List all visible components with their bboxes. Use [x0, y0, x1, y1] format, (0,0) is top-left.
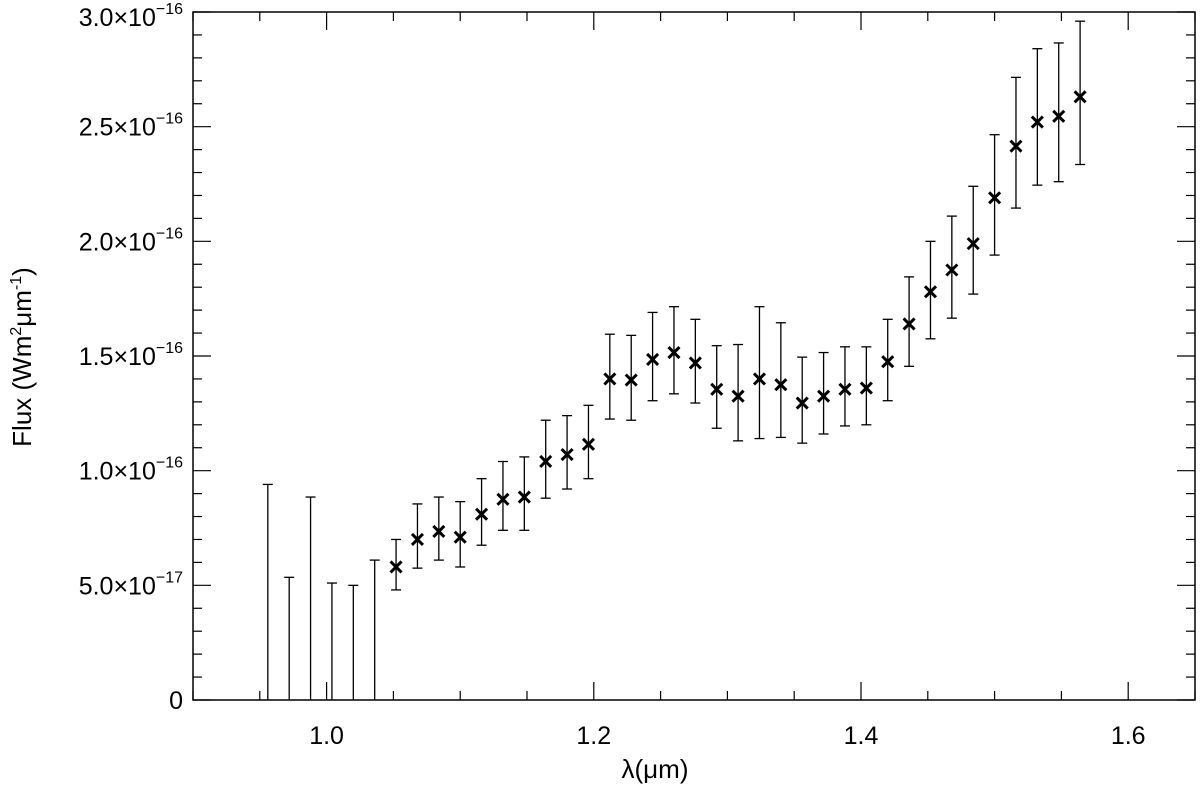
- x-marker-stroke-b: [603, 372, 617, 386]
- x-marker-stroke-b: [539, 454, 553, 469]
- x-marker: [923, 285, 938, 299]
- x-marker: [817, 389, 831, 403]
- x-marker-stroke-b: [752, 372, 767, 386]
- x-marker-stroke-b: [923, 285, 938, 299]
- y-tick-label: 2.5×10−16: [79, 111, 183, 142]
- x-marker: [774, 378, 788, 392]
- x-marker: [1073, 90, 1087, 104]
- x-marker-stroke-b: [432, 524, 446, 539]
- x-marker-stroke-b: [838, 382, 852, 396]
- x-marker: [667, 345, 681, 360]
- x-marker: [646, 352, 660, 367]
- x-axis-label: λ(μm): [622, 754, 689, 784]
- x-marker-stroke-b: [795, 396, 809, 410]
- x-marker-stroke-b: [646, 352, 660, 367]
- x-marker-stroke-b: [517, 490, 531, 504]
- x-tick-label: 1.0: [309, 722, 344, 750]
- y-tick-label: 1.5×10−16: [79, 340, 183, 371]
- x-marker-stroke-b: [731, 389, 745, 403]
- x-marker-stroke-b: [859, 381, 873, 395]
- x-marker: [859, 381, 873, 395]
- x-marker-stroke-b: [475, 507, 489, 521]
- x-axis-tick-labels: 1.0 1.2 1.4 1.6: [309, 722, 1145, 750]
- x-marker: [432, 524, 446, 539]
- x-marker: [1009, 139, 1023, 153]
- x-marker: [581, 437, 596, 451]
- x-marker: [838, 382, 852, 396]
- x-marker: [988, 191, 1002, 205]
- x-marker-stroke-b: [774, 378, 788, 392]
- y-axis-label-exp1: 2: [8, 327, 25, 336]
- x-marker-stroke-b: [1030, 115, 1044, 129]
- y-tick-label: 2.0×10−16: [79, 225, 183, 256]
- x-marker: [475, 507, 489, 521]
- x-tick-label: 1.2: [576, 722, 611, 750]
- x-marker-stroke-b: [1073, 90, 1087, 104]
- y-axis-label-suffix: ): [7, 267, 37, 276]
- y-axis-label: Flux (Wm2μm-1): [7, 267, 37, 447]
- x-tick-label: 1.4: [844, 722, 879, 750]
- error-bars: [262, 20, 1086, 700]
- x-marker: [539, 454, 553, 469]
- x-marker-stroke-b: [988, 191, 1002, 205]
- y-axis-label-unit: μm: [7, 290, 37, 327]
- x-marker: [496, 492, 510, 506]
- y-axis-ticks: [193, 11, 1195, 701]
- x-marker: [560, 448, 574, 462]
- x-marker: [453, 530, 467, 544]
- y-tick-label: 5.0×10−17: [79, 569, 183, 600]
- x-marker: [688, 356, 702, 370]
- x-marker: [1052, 109, 1066, 123]
- x-marker-stroke-b: [945, 263, 959, 277]
- x-marker-stroke-b: [1052, 109, 1066, 123]
- x-marker-stroke-b: [624, 373, 638, 387]
- x-marker-stroke-b: [389, 560, 403, 574]
- y-tick-label: 3.0×10−16: [79, 1, 183, 32]
- x-marker-stroke-b: [881, 355, 895, 369]
- x-axis-ticks: [192, 12, 1196, 700]
- x-marker-stroke-b: [410, 532, 425, 547]
- x-marker: [966, 237, 980, 251]
- x-marker-stroke-b: [496, 492, 510, 506]
- x-marker: [603, 372, 617, 386]
- x-marker: [795, 396, 809, 410]
- x-marker: [410, 532, 425, 547]
- y-tick-label: 1.0×10−16: [79, 455, 183, 486]
- x-marker-stroke-b: [453, 530, 467, 544]
- x-marker-stroke-b: [560, 448, 574, 462]
- x-marker: [881, 355, 895, 369]
- x-marker-stroke-b: [1009, 139, 1023, 153]
- x-marker-stroke-b: [817, 389, 831, 403]
- x-marker-stroke-b: [710, 382, 724, 396]
- x-marker: [902, 317, 916, 331]
- x-marker: [624, 373, 638, 387]
- x-marker: [752, 372, 767, 386]
- x-marker-stroke-b: [966, 237, 980, 251]
- x-marker: [1030, 115, 1044, 129]
- x-marker: [389, 560, 403, 574]
- x-tick-label: 1.6: [1111, 722, 1146, 750]
- y-axis-label-prefix: Flux (Wm: [7, 336, 37, 447]
- x-marker-stroke-b: [667, 345, 681, 360]
- x-marker: [517, 490, 531, 504]
- x-marker-stroke-b: [581, 437, 596, 451]
- y-tick-label: 0: [169, 687, 183, 715]
- x-marker: [710, 382, 724, 396]
- y-axis-tick-labels: 0 5.0×10−17 1.0×10−16 1.5×10−16 2.0×10−16 2.5…: [79, 1, 183, 715]
- y-axis-label-exp2: -1: [8, 276, 25, 290]
- plot-frame: [192, 11, 1196, 701]
- x-marker-stroke-b: [688, 356, 702, 370]
- data-markers: [389, 90, 1087, 574]
- x-marker: [945, 263, 959, 277]
- x-marker-stroke-b: [902, 317, 916, 331]
- x-marker: [731, 389, 745, 403]
